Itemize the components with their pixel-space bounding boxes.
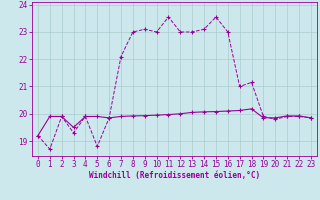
X-axis label: Windchill (Refroidissement éolien,°C): Windchill (Refroidissement éolien,°C) <box>89 171 260 180</box>
